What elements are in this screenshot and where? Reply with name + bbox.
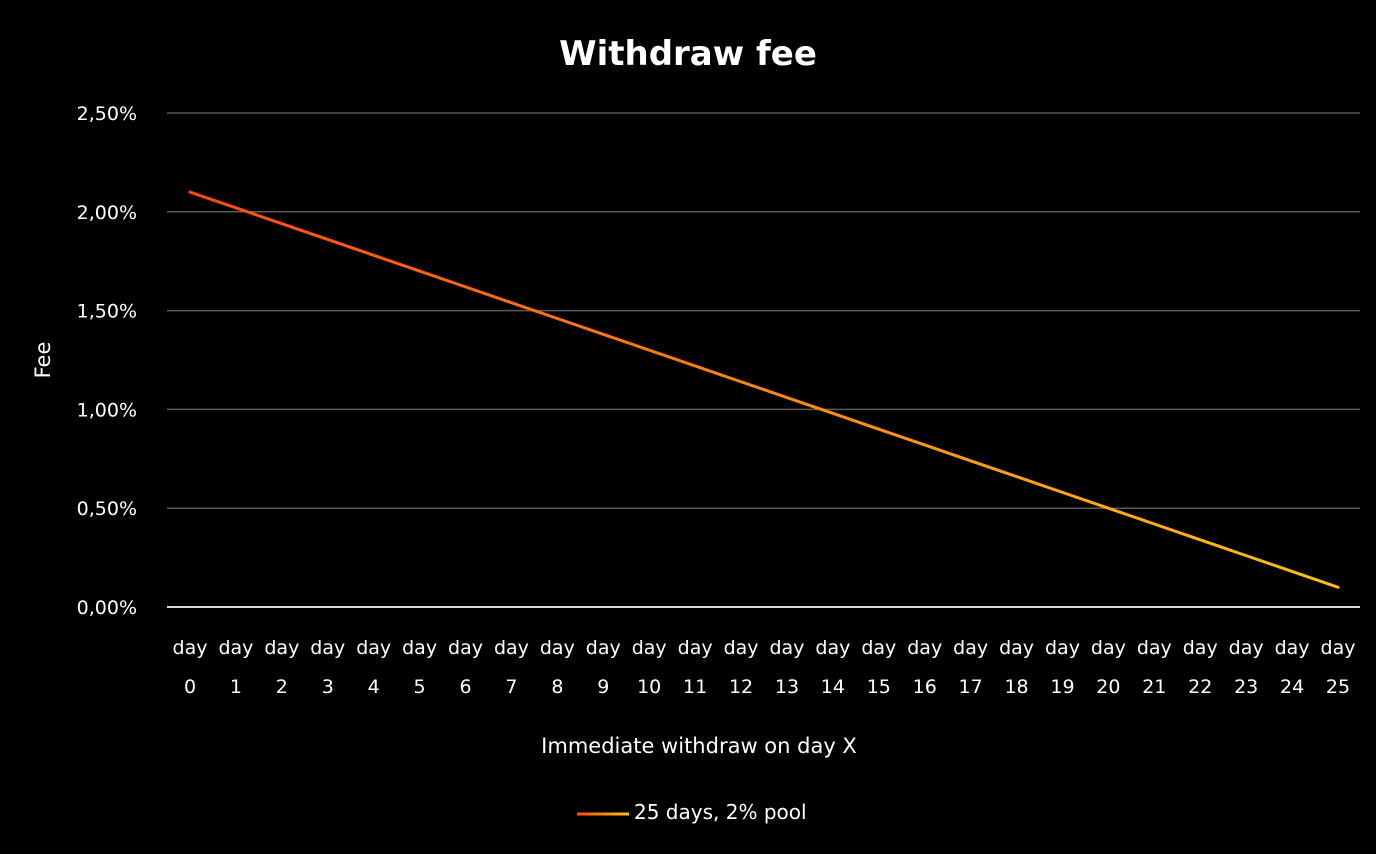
x-tick-label: day 10 <box>632 637 667 698</box>
x-tick-label: day 8 <box>540 637 575 698</box>
x-tick-label: day 19 <box>1045 637 1080 698</box>
x-tick-label: day 6 <box>448 637 483 698</box>
x-tick-label: day 5 <box>402 637 437 698</box>
x-tick-label: day 2 <box>264 637 299 698</box>
x-axis-label: Immediate withdraw on day X <box>541 734 857 758</box>
x-tick-label: day 11 <box>678 637 713 698</box>
x-tick-label: day 7 <box>494 637 529 698</box>
y-axis-label: Fee <box>31 342 55 379</box>
x-tick-label: day 22 <box>1183 637 1218 698</box>
x-tick-label: day 18 <box>999 637 1034 698</box>
x-tick-label: day 3 <box>310 637 345 698</box>
x-tick-label: day 12 <box>724 637 759 698</box>
y-tick-label: 0,50% <box>77 498 137 520</box>
x-tick-label: day 1 <box>218 637 253 698</box>
x-tick-label: day 24 <box>1275 637 1310 698</box>
y-tick-label: 2,00% <box>77 202 137 224</box>
gridlines <box>167 112 1360 608</box>
x-axis-tick-labels: day 0 day 1 day 2 day 3 day 4 day 5 day 6 day 7 day 8 day 9… <box>173 637 1356 698</box>
y-tick-label: 0,00% <box>77 597 137 619</box>
legend-label-25-days: 25 days, 2% pool <box>634 800 807 824</box>
x-tick-label: day 0 <box>173 637 208 698</box>
y-axis-tick-labels: 0,00% 0,50% 1,00% 1,50% 2,00% 2,50% <box>77 103 137 619</box>
y-tick-label: 1,50% <box>77 301 137 323</box>
y-tick-label: 2,50% <box>77 103 137 125</box>
x-tick-label: day 20 <box>1091 637 1126 698</box>
x-tick-label: day 4 <box>356 637 391 698</box>
x-tick-label: day 13 <box>769 637 804 698</box>
series-line-25-days <box>188 190 1340 589</box>
x-tick-label: day 25 <box>1321 637 1356 698</box>
x-tick-label: day 16 <box>907 637 942 698</box>
x-tick-label: day 23 <box>1229 637 1264 698</box>
x-tick-label: day 21 <box>1137 637 1172 698</box>
x-tick-label: day 17 <box>953 637 988 698</box>
x-tick-label: day 14 <box>815 637 850 698</box>
x-tick-label: day 9 <box>586 637 621 698</box>
chart-title: Withdraw fee <box>559 34 817 74</box>
x-tick-label: day 15 <box>861 637 896 698</box>
y-tick-label: 1,00% <box>77 399 137 421</box>
series-layer <box>188 190 1340 589</box>
legend: 25 days, 2% pool <box>577 800 807 824</box>
